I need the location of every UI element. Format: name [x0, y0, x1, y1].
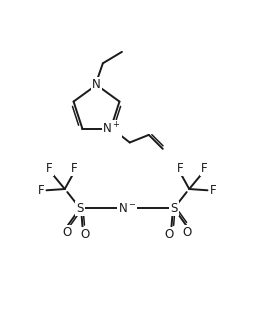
Text: F: F — [38, 184, 44, 197]
Text: S: S — [76, 202, 84, 215]
Text: F: F — [71, 162, 77, 175]
Text: O: O — [183, 226, 192, 239]
Text: O: O — [62, 226, 71, 239]
Text: N$^+$: N$^+$ — [102, 121, 121, 137]
Text: N$^-$: N$^-$ — [118, 202, 136, 215]
Text: O: O — [164, 228, 173, 241]
Text: F: F — [210, 184, 216, 197]
Text: F: F — [201, 162, 208, 175]
Text: O: O — [81, 228, 90, 241]
Text: S: S — [170, 202, 178, 215]
Text: F: F — [46, 162, 53, 175]
Text: N: N — [92, 78, 101, 91]
Text: F: F — [177, 162, 183, 175]
